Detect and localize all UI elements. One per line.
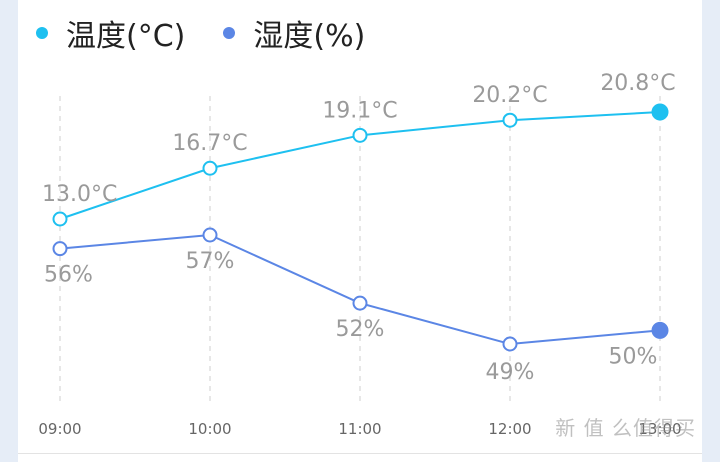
chart-legend: 温度(°C) 湿度(%) xyxy=(36,8,365,58)
data-point-humidity xyxy=(52,241,68,257)
data-label-temperature: 16.7°C xyxy=(172,131,247,156)
data-point-temperature xyxy=(651,103,669,121)
data-label-temperature: 19.1°C xyxy=(322,98,397,123)
data-point-temperature xyxy=(352,127,368,143)
data-point-humidity xyxy=(202,227,218,243)
data-point-humidity xyxy=(651,321,669,339)
data-label-humidity: 52% xyxy=(336,317,385,342)
watermark: 新 值 么值得买 xyxy=(555,416,696,440)
legend-label-temperature: 温度(°C) xyxy=(66,19,186,54)
card-bottom-border xyxy=(18,453,702,454)
x-tick-label: 10:00 xyxy=(188,420,231,438)
data-label-humidity: 50% xyxy=(609,344,658,369)
data-point-humidity xyxy=(502,336,518,352)
legend-item-humidity[interactable]: 湿度(%) xyxy=(223,11,365,55)
data-label-temperature: 13.0°C xyxy=(42,182,117,207)
x-tick-label: 12:00 xyxy=(488,420,531,438)
data-label-humidity: 57% xyxy=(186,249,235,274)
x-tick-label: 09:00 xyxy=(38,420,81,438)
data-label-humidity: 49% xyxy=(486,360,535,385)
data-point-temperature xyxy=(52,211,68,227)
x-tick-label: 11:00 xyxy=(338,420,381,438)
page-margin-right xyxy=(702,0,720,462)
data-point-humidity xyxy=(352,295,368,311)
legend-item-temperature[interactable]: 温度(°C) xyxy=(36,11,185,55)
data-label-temperature: 20.2°C xyxy=(472,83,547,108)
legend-label-humidity: 湿度(%) xyxy=(253,19,366,54)
x-tick-label: 13:00 xyxy=(638,420,681,438)
data-label-temperature: 20.8°C xyxy=(600,71,675,96)
data-point-temperature xyxy=(502,112,518,128)
data-label-humidity: 56% xyxy=(44,263,93,288)
data-point-temperature xyxy=(202,160,218,176)
legend-marker-humidity xyxy=(223,27,236,39)
page-margin-left xyxy=(0,0,18,462)
legend-marker-temperature xyxy=(36,27,48,39)
